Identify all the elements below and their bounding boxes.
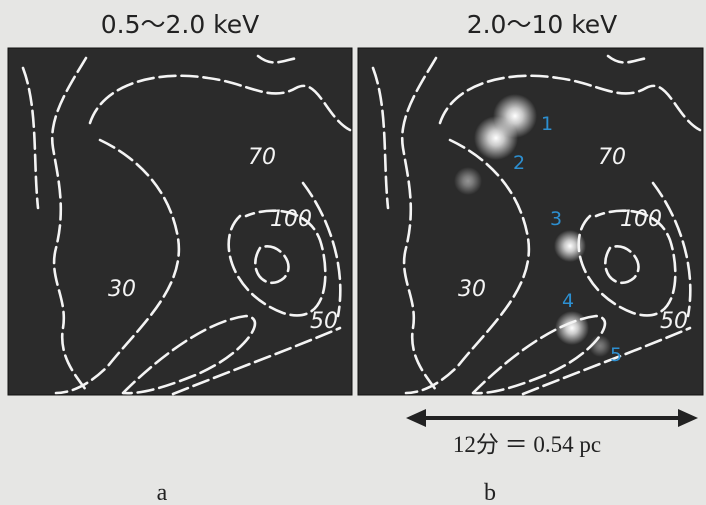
panel-title: 2.0～10 keV: [467, 10, 618, 39]
contour-label: 50: [660, 309, 688, 334]
panel-a: 70 100 30 50: [7, 47, 353, 396]
scale-label: 12分 ＝ 0.54 pc: [453, 432, 601, 457]
contour-label: 30: [458, 277, 486, 302]
panel-title: 0.5～2.0 keV: [101, 10, 260, 39]
source-label: 4: [562, 290, 574, 312]
source-label: 3: [550, 208, 562, 230]
source-label: 1: [541, 113, 553, 135]
source: [474, 116, 518, 160]
source-label: 5: [610, 344, 622, 366]
contour-label: 70: [598, 145, 626, 170]
arrow-head: [678, 409, 698, 427]
panel-letter: b: [484, 480, 496, 505]
panel-b: 70 100 30 50 1 2 3 4 5: [357, 47, 704, 396]
scale-bar: 12分 ＝ 0.54 pc: [406, 409, 698, 457]
source: [454, 167, 482, 195]
contour-label: 50: [310, 309, 338, 334]
arrow-head: [406, 409, 426, 427]
contour-label: 100: [270, 207, 312, 232]
source-label: 2: [513, 152, 525, 174]
contour-label: 100: [620, 207, 662, 232]
image-frame: [7, 47, 353, 396]
panel-letter: a: [157, 480, 168, 505]
contour-label: 70: [248, 145, 276, 170]
contour-label: 30: [108, 277, 136, 302]
